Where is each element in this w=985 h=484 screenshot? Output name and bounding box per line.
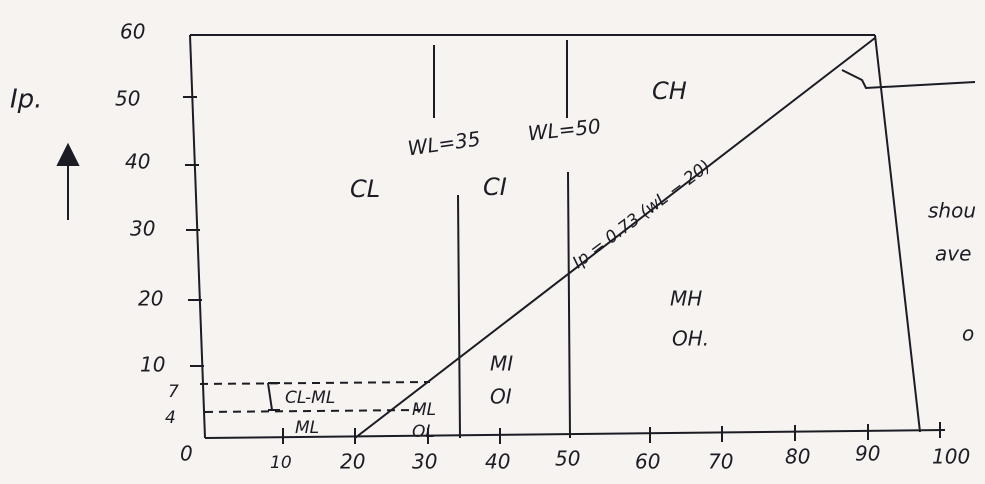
x-tick-label: 30 — [412, 450, 437, 474]
zone-label: CL-ML — [285, 388, 335, 408]
x-tick-label: 100 — [932, 445, 970, 469]
margin-note: ave — [935, 242, 971, 266]
zone-label: CL — [350, 175, 380, 203]
plasticity-chart: 60 50 40 30 20 10 7 4 Ip. 0 10 20 30 40 … — [0, 0, 985, 484]
x-tick-label: 90 — [855, 442, 880, 466]
y-tick-label: 10 — [140, 353, 165, 377]
zone-label: CI — [483, 173, 507, 201]
y-tick-label: 4 — [165, 408, 176, 428]
x-tick-label: 60 — [635, 450, 660, 474]
zone-label: MI — [490, 352, 513, 376]
y-tick-label: 40 — [125, 150, 150, 174]
zone-label: MH — [670, 287, 702, 311]
x-tick-label: 0 — [180, 442, 193, 466]
y-tick-label: 60 — [120, 20, 145, 44]
y-tick-label: 50 — [115, 87, 140, 111]
x-tick-label: 10 — [270, 453, 292, 473]
x-tick-label: 80 — [785, 445, 810, 469]
zone-label: ML — [295, 418, 319, 438]
zone-label: OL — [412, 422, 435, 442]
x-tick-label: 20 — [340, 450, 365, 474]
margin-note: shou — [928, 199, 976, 223]
x-tick-label: 70 — [708, 450, 733, 474]
zone-label: OI — [490, 385, 512, 409]
zone-label: ML — [412, 400, 436, 420]
x-tick-label: 50 — [555, 447, 580, 471]
y-tick-label: 7 — [168, 382, 179, 402]
y-tick-label: 30 — [130, 217, 155, 241]
margin-note: o — [962, 322, 974, 346]
zone-label: CH — [652, 77, 687, 105]
x-tick-label: 40 — [485, 450, 510, 474]
y-axis-label: Ip. — [10, 85, 42, 115]
y-tick-label: 20 — [138, 287, 163, 311]
zone-label: OH. — [672, 327, 709, 351]
paper — [0, 0, 985, 484]
